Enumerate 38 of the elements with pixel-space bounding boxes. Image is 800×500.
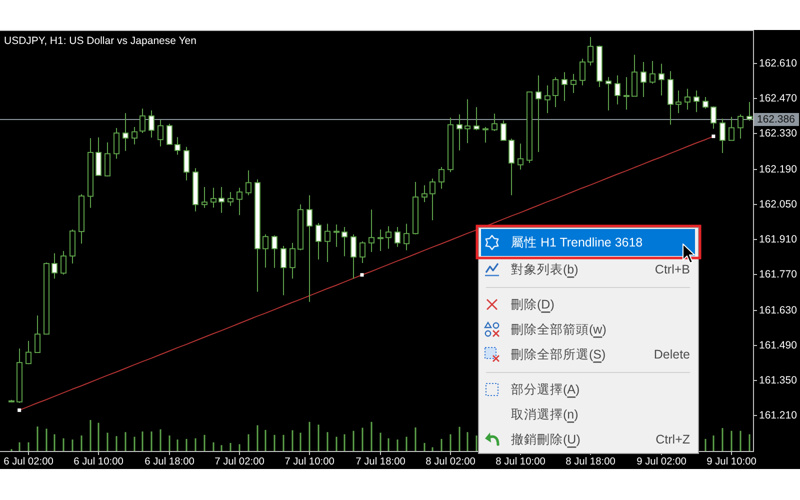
y-tick-label: 162.050 — [759, 198, 798, 210]
x-tick-label: 6 Jul 02:00 — [4, 456, 54, 468]
annotation: Ctrl+Z — [656, 432, 690, 446]
x-tick-label: 6 Jul 18:00 — [144, 456, 195, 468]
y-tick-label: 161.770 — [759, 268, 798, 280]
y-tick-label: 161.910 — [759, 234, 798, 246]
y-tick-label: 161.630 — [759, 304, 798, 316]
x-tick-label: 8 Jul 10:00 — [496, 456, 546, 468]
x-tick-label: 7 Jul 10:00 — [284, 456, 335, 468]
ref-line-label: 162.386 — [757, 114, 796, 126]
y-tick-label: 162.610 — [759, 58, 798, 70]
y-tick-label: 161.210 — [759, 410, 798, 422]
y-tick-label: 161.490 — [759, 340, 798, 352]
y-tick-label: 162.470 — [759, 92, 798, 104]
y-tick-label: 162.330 — [759, 128, 798, 140]
annotation: 刪除全部箭頭(w) — [511, 322, 606, 336]
y-tick-label: 161.350 — [759, 374, 798, 386]
chart-title: USDJPY, H1: US Dollar vs Japanese Yen — [4, 35, 197, 47]
point — [18, 408, 22, 412]
x-tick-label: 8 Jul 18:00 — [566, 456, 616, 468]
annotation: 屬性 H1 Trendline 3618 — [511, 236, 643, 250]
annotation: 刪除(D) — [511, 298, 554, 312]
x-tick-label: 6 Jul 10:00 — [74, 456, 124, 468]
annotation: Ctrl+B — [654, 262, 690, 276]
annotation: Delete — [654, 348, 690, 362]
y-tick-label: 162.190 — [759, 164, 798, 176]
annotation: 撤銷刪除(U) — [511, 432, 580, 446]
x-tick-label: 8 Jul 02:00 — [426, 456, 476, 468]
point — [712, 134, 716, 138]
point — [360, 273, 364, 277]
x-tick-label: 7 Jul 02:00 — [214, 456, 265, 468]
x-tick-label: 7 Jul 18:00 — [356, 456, 406, 468]
annotation: 部分選擇(A) — [511, 382, 580, 396]
annotation: 刪除全部所選(S) — [511, 348, 606, 362]
annotation: 取消選擇(n) — [511, 408, 578, 422]
x-tick-label: 9 Jul 10:00 — [706, 456, 757, 468]
annotation: 對象列表(b) — [511, 262, 578, 276]
x-tick-label: 9 Jul 02:00 — [636, 456, 687, 468]
